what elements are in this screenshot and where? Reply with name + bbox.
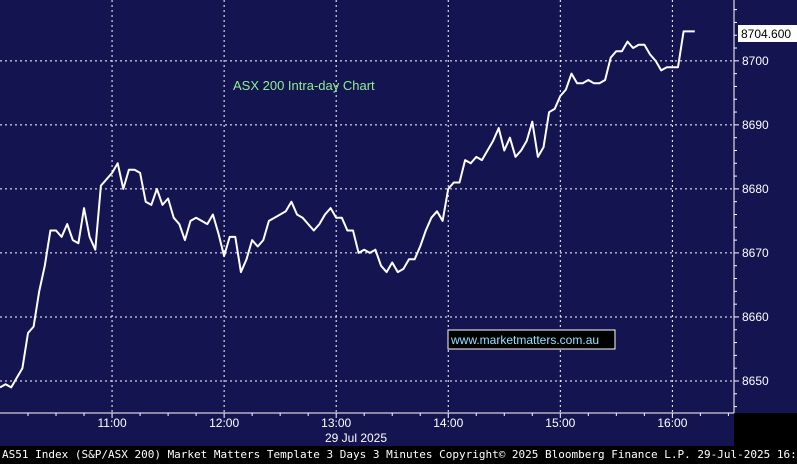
y-tick-label: 8670 — [742, 246, 769, 260]
y-tick-label: 8680 — [742, 182, 769, 196]
price-series-line — [0, 30, 695, 389]
footer-text: AS51 Index (S&P/ASX 200) Market Matters … — [2, 448, 797, 461]
x-axis-panel — [0, 413, 734, 446]
watermark-box: www.marketmatters.com.au — [447, 329, 616, 350]
x-tick-label: 11:00 — [97, 416, 126, 430]
x-tick-label: 15:00 — [545, 416, 575, 430]
last-price-marker: 8704.600 — [738, 25, 797, 42]
chart-title: ASX 200 Intra-day Chart — [233, 78, 375, 93]
x-tick-label: 14:00 — [433, 416, 463, 430]
last-price-box — [738, 25, 797, 42]
last-price-label: 8704.600 — [741, 27, 791, 41]
grid-lines — [0, 0, 734, 413]
x-tick-label: 12:00 — [209, 416, 239, 430]
y-tick-label: 8650 — [742, 374, 769, 388]
y-tick-label: 8700 — [742, 54, 769, 68]
plot-area — [0, 0, 734, 413]
watermark-text: www.marketmatters.com.au — [450, 333, 599, 347]
y-tick-label: 8660 — [742, 310, 769, 324]
footer-bar: AS51 Index (S&P/ASX 200) Market Matters … — [0, 446, 797, 464]
x-axis-date-label: 29 Jul 2025 — [325, 431, 387, 445]
x-tick-label: 16:00 — [657, 416, 687, 430]
axes: 8650 8660 8670 8680 8690 8700 11:00 12:00 13:00 1… — [0, 0, 769, 430]
y-tick-label: 8690 — [742, 118, 769, 132]
y-axis-panel — [734, 0, 797, 413]
x-tick-label: 13:00 — [321, 416, 351, 430]
